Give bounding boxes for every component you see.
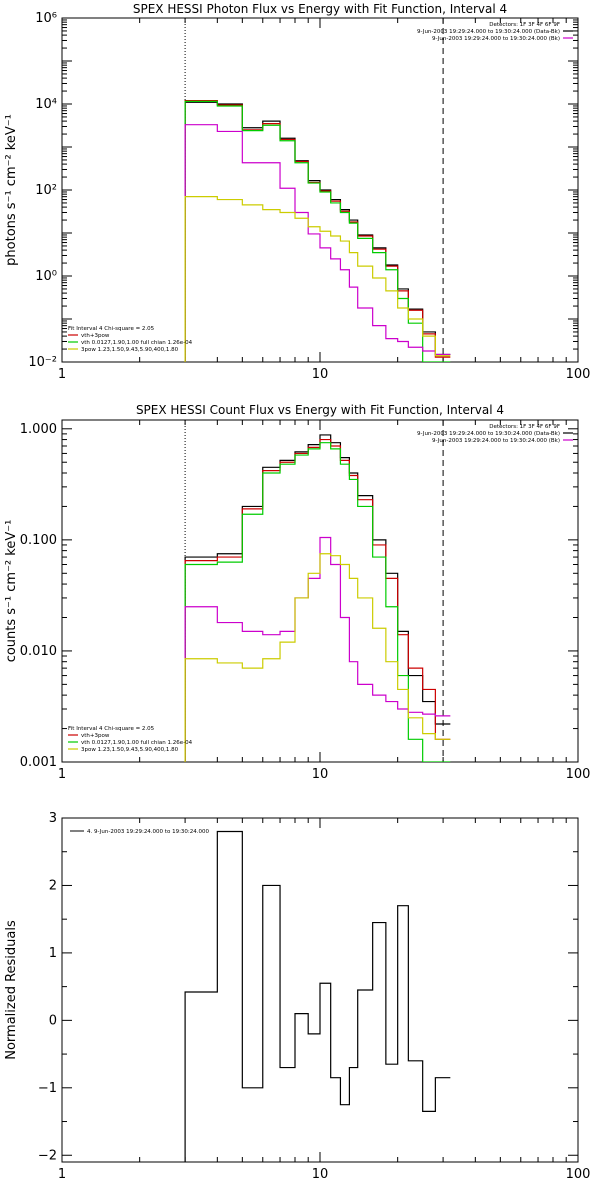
x-tick-label: 1 xyxy=(58,767,66,782)
chart-title: SPEX HESSI Photon Flux vs Energy with Fi… xyxy=(133,2,507,16)
x-tick-label: 10 xyxy=(312,367,329,382)
y-axis-label: counts s⁻¹ cm⁻² keV⁻¹ xyxy=(4,520,19,663)
y-tick-label: 10² xyxy=(35,183,57,198)
legend-entry: 4. 9-Jun-2003 19:29:24.000 to 19:30:24.0… xyxy=(87,829,210,835)
header-line: Detectors: 1F 3F 4F 6F 9F xyxy=(489,424,560,430)
header-line: 9-Jun-2003 19:29:24.000 to 19:30:24.000 … xyxy=(417,431,560,437)
y-tick-label: −1 xyxy=(38,1081,57,1096)
legend-entry: 3pow 1.23,1.50,9.43,5.90,400,1.80 xyxy=(81,747,179,753)
x-tick-label: 100 xyxy=(566,767,591,782)
y-tick-label: 0 xyxy=(49,1013,57,1028)
residuals-panel: 1 10 100 −2 −1 0 1 2 3 Normalized Residuals 4. 9-J… xyxy=(4,811,590,1182)
y-tick-label: 3 xyxy=(49,811,57,826)
x-tick-label: 100 xyxy=(566,367,591,382)
series-step-line-0 xyxy=(184,830,451,1162)
x-tick-label: 10 xyxy=(312,767,329,782)
legend-entry: vth+3pow xyxy=(81,733,110,739)
y-tick-label: 10⁻² xyxy=(28,355,57,370)
y-tick-label: 1 xyxy=(49,946,57,961)
y-tick-label: 10⁴ xyxy=(35,97,57,112)
header-line: Detectors: 1F 3F 4F 6F 9F xyxy=(489,22,560,28)
y-axis-label: Normalized Residuals xyxy=(4,920,19,1060)
legend-entry: vth 0.0127,1.90,1.00 full chian 1.26e-04 xyxy=(81,740,193,746)
photon-flux-panel: 1 10 100 10⁻² 10⁰ 10² 10⁴ 10⁶ photons s⁻¹ cm⁻² k… xyxy=(4,2,590,382)
chart-title: SPEX HESSI Count Flux vs Energy with Fit… xyxy=(136,403,504,417)
series-step-line-0 xyxy=(184,434,451,762)
series-step-line-3 xyxy=(184,124,451,362)
y-tick-label: 1.000 xyxy=(20,422,57,437)
y-tick-label: −2 xyxy=(38,1148,57,1163)
y-tick-label: 0.100 xyxy=(20,533,57,548)
count-flux-panel: 1 10 100 0.001 0.010 0.100 1.000 counts s⁻¹ cm⁻… xyxy=(4,403,590,782)
legend-title: Fit Interval 4 Chi-square = 2.05 xyxy=(68,726,155,732)
plot-frame xyxy=(61,419,579,763)
legend-entry: vth+3pow xyxy=(81,333,110,339)
legend-title: Fit Interval 4 Chi-square = 2.05 xyxy=(68,326,155,332)
header-line: 9-Jun-2003 19:29:24.000 to 19:30:24.000 … xyxy=(432,36,560,42)
y-tick-label: 0.010 xyxy=(20,644,57,659)
x-tick-label: 1 xyxy=(58,367,66,382)
x-tick-label: 100 xyxy=(566,1167,591,1182)
header-line: 9-Jun-2003 19:29:24.000 to 19:30:24.000 … xyxy=(432,438,560,444)
x-tick-label: 10 xyxy=(312,1167,329,1182)
series-step-line-1 xyxy=(184,438,451,762)
series-step-line-2 xyxy=(184,442,451,762)
y-tick-label: 10⁶ xyxy=(35,11,57,26)
series-step-line-3 xyxy=(184,536,451,762)
series-step-line-4 xyxy=(184,553,451,762)
series-step-line-2 xyxy=(184,100,451,362)
legend-entry: 3pow 1.23,1.50,9.43,5.90,400,1.80 xyxy=(81,347,179,353)
y-tick-label: 10⁰ xyxy=(35,269,57,284)
legend-entry: vth 0.0127,1.90,1.00 full chian 1.26e-04 xyxy=(81,340,193,346)
series-step-line-4 xyxy=(184,196,451,362)
y-axis-label: photons s⁻¹ cm⁻² keV⁻¹ xyxy=(4,114,19,266)
header-line: 9-Jun-2003 19:29:24.000 to 19:30:24.000 … xyxy=(417,29,560,35)
y-tick-label: 2 xyxy=(49,878,57,893)
y-tick-label: 0.001 xyxy=(20,755,57,770)
x-tick-label: 1 xyxy=(58,1167,66,1182)
